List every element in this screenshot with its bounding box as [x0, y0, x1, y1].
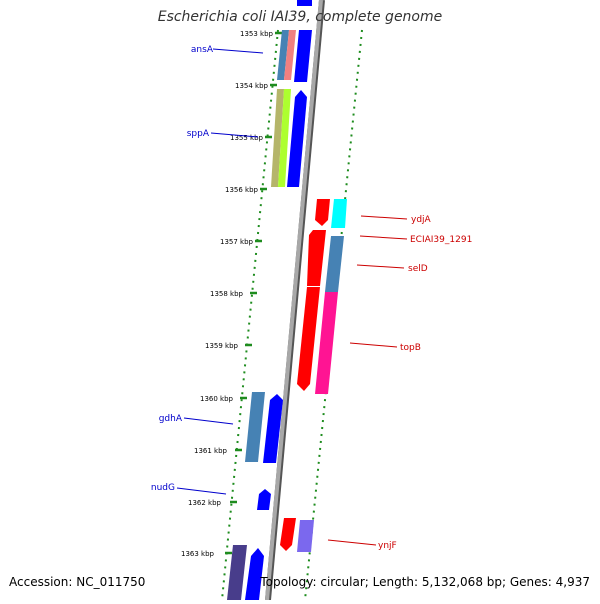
- tick-label: 1360 kbp: [200, 395, 234, 403]
- gene-label-gdhA[interactable]: gdhA: [159, 414, 183, 424]
- gene-label-topB[interactable]: topB: [400, 343, 421, 353]
- tick-label: 1354 kbp: [235, 82, 269, 90]
- gene-label-eciai39-1291[interactable]: ECIAI39_1291: [410, 235, 472, 245]
- gene-label-ansA[interactable]: ansA: [191, 45, 214, 55]
- leader-line: [349, 342, 398, 348]
- gene-feature-pink[interactable]: [315, 292, 338, 394]
- leader-line: [360, 215, 408, 220]
- tick-label: 1357 kbp: [220, 238, 254, 246]
- tick-label: 1362 kbp: [188, 499, 222, 507]
- gene-label-selD[interactable]: selD: [408, 264, 428, 274]
- left-dotted-guide: [221, 29, 279, 601]
- gene-feature-salmon[interactable]: [284, 30, 296, 80]
- tick-label: 1356 kbp: [225, 186, 259, 194]
- gene-feature-red[interactable]: [280, 518, 296, 551]
- leader-line: [176, 487, 227, 495]
- gene-feature-blue-top[interactable]: [297, 0, 312, 6]
- gene-label-ydjA[interactable]: ydjA: [411, 215, 432, 225]
- tick-label: 1355 kbp: [230, 134, 264, 142]
- gene-feature-steelblue[interactable]: [277, 30, 289, 80]
- right-dotted-guide: [304, 29, 363, 601]
- gene-feature-blue[interactable]: [294, 30, 312, 82]
- tick-group: 1353 kbp 1354 kbp 1355 kbp 1356 kbp 1357…: [181, 30, 282, 558]
- gene-label-nudG[interactable]: nudG: [151, 483, 175, 493]
- accession-text: Accession: NC_011750: [9, 575, 146, 589]
- leader-line: [210, 132, 259, 138]
- gene-feature-blue[interactable]: [263, 394, 283, 463]
- gene-feature-blue[interactable]: [257, 489, 271, 510]
- leader-line: [212, 48, 264, 54]
- tick-label: 1358 kbp: [210, 290, 244, 298]
- gene-feature-blue[interactable]: [245, 548, 264, 600]
- gene-feature-cyan[interactable]: [331, 199, 347, 228]
- gene-feature-purple[interactable]: [297, 520, 314, 552]
- gene-feature-red[interactable]: [307, 230, 326, 286]
- tick-label: 1363 kbp: [181, 550, 215, 558]
- leader-line: [356, 264, 405, 269]
- gene-feature-red[interactable]: [315, 199, 330, 226]
- gene-feature-lime[interactable]: [278, 89, 291, 187]
- backbone: [265, 0, 323, 601]
- gene-label-group: ansA sppA gdhA nudG ydjA ECIAI39_1291 se…: [151, 45, 472, 551]
- topology-text: Topology: circular; Length: 5,132,068 bp…: [260, 575, 590, 589]
- tick-label: 1353 kbp: [240, 30, 274, 38]
- feature-group: [227, 0, 347, 600]
- leader-line: [327, 539, 377, 546]
- tick-label: 1359 kbp: [205, 342, 239, 350]
- gene-feature-steelblue[interactable]: [245, 392, 265, 462]
- gene-label-sppA[interactable]: sppA: [187, 129, 210, 139]
- gene-feature-darkslate[interactable]: [227, 545, 247, 600]
- tick-label: 1361 kbp: [194, 447, 228, 455]
- gene-feature-red[interactable]: [297, 287, 320, 391]
- map-title: Escherichia coli IAI39, complete genome: [157, 9, 443, 25]
- gene-feature-olive[interactable]: [271, 89, 284, 187]
- leader-line: [359, 235, 408, 240]
- gene-label-ynjF[interactable]: ynjF: [378, 541, 397, 551]
- gene-feature-blue[interactable]: [287, 90, 307, 187]
- leader-line-group: [176, 48, 408, 546]
- leader-line: [183, 417, 234, 425]
- gene-feature-steelblue[interactable]: [325, 236, 344, 292]
